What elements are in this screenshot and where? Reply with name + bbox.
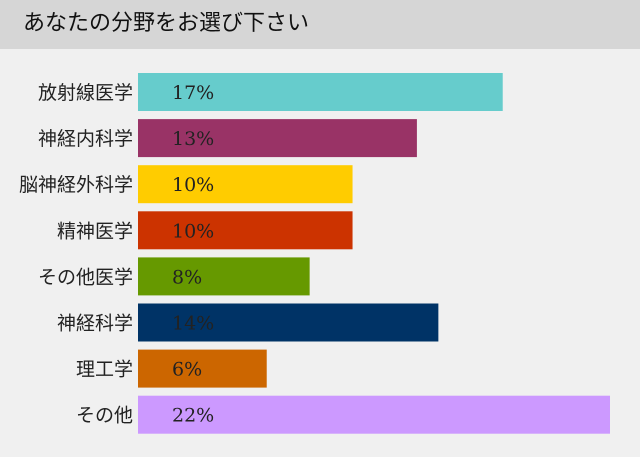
value-label: 14% (172, 313, 214, 335)
value-label: 6% (172, 359, 202, 381)
bar (138, 257, 310, 296)
bar (138, 211, 353, 250)
category-label: 脳神経外科学 (19, 174, 133, 196)
value-label: 13% (172, 128, 214, 150)
category-label: 理工学 (76, 359, 133, 381)
value-label: 10% (172, 220, 214, 242)
bar (138, 165, 353, 204)
bar (138, 73, 503, 111)
bar (138, 349, 267, 388)
category-label: その他医学 (38, 266, 133, 288)
page-title: あなたの分野をお選び下さい (23, 11, 310, 36)
value-label: 17% (172, 82, 214, 104)
value-label: 22% (172, 405, 214, 427)
bar (138, 303, 439, 342)
category-label: その他 (76, 405, 133, 427)
category-label: 神経内科学 (38, 128, 133, 150)
value-label: 10% (172, 174, 214, 196)
bar (138, 119, 417, 158)
category-label: 精神医学 (57, 220, 133, 242)
category-label: 神経科学 (57, 313, 133, 335)
value-label: 8% (172, 266, 202, 288)
bar (138, 395, 610, 434)
category-label: 放射線医学 (38, 82, 133, 104)
header-bar: あなたの分野をお選び下さい (0, 0, 640, 49)
